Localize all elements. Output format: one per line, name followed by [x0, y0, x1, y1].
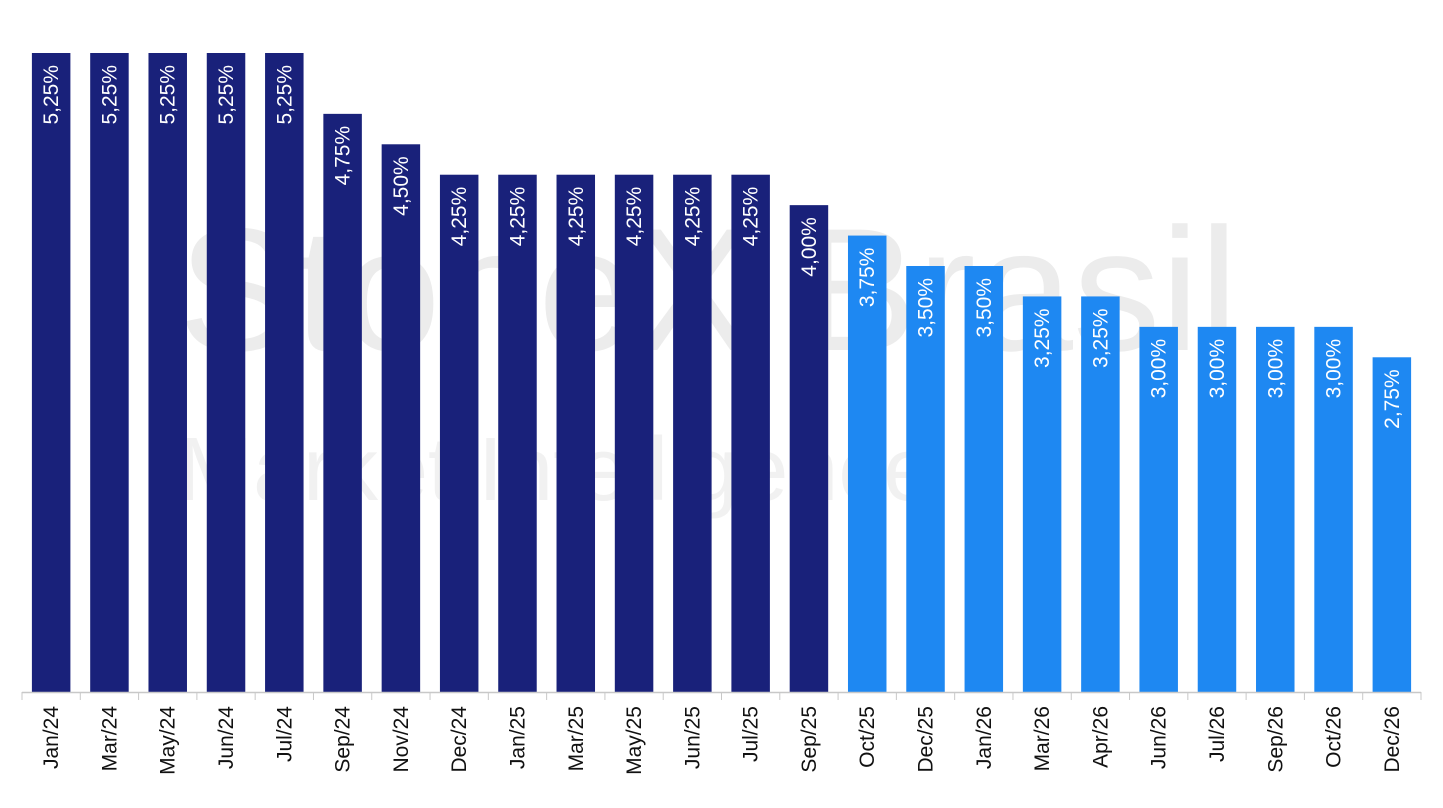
bar-oct-25	[847, 235, 887, 693]
bar-dec-26	[1372, 357, 1412, 692]
bar-sep-26	[1256, 326, 1295, 692]
bar-jul-25	[731, 174, 770, 692]
bar-value-label: 3,00%	[1148, 339, 1171, 399]
x-tick-label: Jul/25	[740, 706, 763, 762]
bar-value-label: 5,25%	[273, 65, 296, 125]
bar-apr-26	[1081, 296, 1120, 692]
bar-jun-24	[206, 53, 246, 692]
bar-value-label: 5,25%	[98, 65, 121, 125]
bar-value-label: 4,25%	[681, 187, 704, 247]
x-tick-label: Jan/25	[506, 706, 529, 769]
x-tick-label: Apr/26	[1089, 706, 1112, 768]
bar-value-label: 5,25%	[215, 65, 238, 125]
bar-may-25	[614, 174, 654, 692]
bar-value-label: 3,25%	[1089, 308, 1112, 368]
bar-value-label: 5,25%	[40, 65, 63, 125]
bar-jan-24	[31, 53, 71, 692]
bar-may-24	[148, 53, 187, 692]
x-tick-label: Dec/26	[1381, 706, 1404, 773]
bar-sep-24	[323, 113, 362, 693]
x-tick-label: Jul/26	[1206, 706, 1229, 762]
bar-jan-25	[498, 174, 537, 692]
bar-value-label: 4,75%	[332, 126, 355, 186]
x-tick-label: Sep/25	[798, 706, 821, 773]
bar-value-label: 3,50%	[915, 278, 938, 338]
bar-labels-group: 5,25% 5,25% 5,25% 5,25% 5,25% 4,75% 4,50% 4,25%…	[40, 65, 1404, 429]
bar-value-label: 5,25%	[157, 65, 180, 125]
x-tick-label: May/25	[623, 706, 646, 775]
x-tick-label: Sep/26	[1264, 706, 1287, 773]
bar-value-label: 3,75%	[856, 248, 879, 308]
x-tick-label: Jan/26	[973, 706, 996, 769]
x-tick-label: May/24	[157, 706, 180, 775]
x-tick-label: Jun/24	[215, 706, 238, 769]
bar-value-label: 4,25%	[448, 187, 471, 247]
bar-dec-25	[906, 266, 945, 692]
bar-value-label: 4,25%	[506, 187, 529, 247]
x-tick-label: Nov/24	[390, 706, 413, 773]
bar-value-label: 4,00%	[798, 217, 821, 277]
bar-jan-26	[964, 266, 1004, 692]
x-tick-label: Jul/24	[273, 706, 296, 762]
bar-mar-24	[90, 53, 129, 692]
bar-mar-25	[556, 174, 596, 692]
x-axis	[21, 691, 1422, 700]
bar-mar-26	[1022, 296, 1062, 692]
bar-value-label: 4,25%	[740, 187, 763, 247]
x-tick-label: Dec/25	[915, 706, 938, 773]
bar-value-label: 4,25%	[623, 187, 646, 247]
bar-value-label: 3,00%	[1206, 339, 1229, 399]
x-tick-label: Mar/24	[98, 706, 121, 772]
bar-oct-26	[1314, 326, 1353, 692]
bar-value-label: 3,00%	[1323, 339, 1346, 399]
bar-nov-24	[381, 144, 421, 693]
bar-jun-26	[1139, 326, 1178, 692]
x-tick-label: Jan/24	[40, 706, 63, 769]
x-tick-label: Jun/25	[681, 706, 704, 769]
bar-value-label: 4,50%	[390, 156, 413, 216]
bar-sep-25	[789, 205, 829, 692]
bar-value-label: 3,50%	[973, 278, 996, 338]
x-tick-label: Mar/25	[565, 706, 588, 771]
bar-value-label: 3,00%	[1264, 339, 1287, 399]
x-tick-label: Dec/24	[448, 706, 471, 773]
x-tick-labels-group: Jan/24 Mar/24 May/24 Jun/24 Jul/24 Sep/24 Nov/…	[40, 706, 1404, 775]
bar-jul-24	[265, 53, 304, 692]
bar-dec-24	[439, 174, 479, 692]
x-tick-label: Jun/26	[1148, 706, 1171, 769]
bar-value-label: 3,25%	[1031, 308, 1054, 368]
bar-jul-26	[1197, 326, 1237, 692]
bar-value-label: 4,25%	[565, 187, 588, 247]
x-tick-label: Sep/24	[332, 706, 355, 773]
bars-group	[31, 53, 1412, 693]
x-tick-label: Oct/25	[856, 706, 879, 768]
bar-value-label: 2,75%	[1381, 369, 1404, 429]
bar-jun-25	[673, 174, 712, 692]
x-tick-label: Oct/26	[1323, 706, 1346, 768]
x-tick-label: Mar/26	[1031, 706, 1054, 771]
